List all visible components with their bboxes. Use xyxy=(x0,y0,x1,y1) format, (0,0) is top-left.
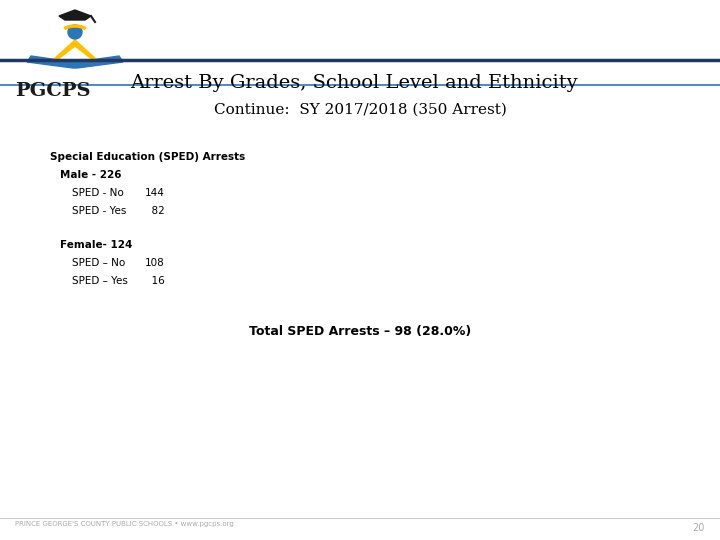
Text: Female- 124: Female- 124 xyxy=(60,240,132,250)
Text: SPED – No: SPED – No xyxy=(72,258,125,268)
Text: PRINCE GEORGE'S COUNTY PUBLIC SCHOOLS • www.pgcps.org: PRINCE GEORGE'S COUNTY PUBLIC SCHOOLS • … xyxy=(15,521,234,527)
Text: PGCPS: PGCPS xyxy=(15,82,91,100)
Text: 108: 108 xyxy=(145,258,165,268)
Polygon shape xyxy=(27,56,123,68)
Text: SPED – Yes: SPED – Yes xyxy=(72,276,128,286)
Text: Arrest By Grades, School Level and Ethnicity: Arrest By Grades, School Level and Ethni… xyxy=(130,74,577,92)
Text: 82: 82 xyxy=(145,206,165,216)
Polygon shape xyxy=(59,10,91,20)
Text: Male - 226: Male - 226 xyxy=(60,170,122,180)
Text: Special Education (SPED) Arrests: Special Education (SPED) Arrests xyxy=(50,152,246,162)
Text: 20: 20 xyxy=(693,523,705,533)
Polygon shape xyxy=(53,40,97,60)
Text: 16: 16 xyxy=(145,276,165,286)
Circle shape xyxy=(68,25,82,39)
Text: 144: 144 xyxy=(145,188,165,198)
Text: Continue:  SY 2017/2018 (350 Arrest): Continue: SY 2017/2018 (350 Arrest) xyxy=(214,103,506,117)
Text: Total SPED Arrests – 98 (28.0%): Total SPED Arrests – 98 (28.0%) xyxy=(249,325,471,338)
Text: SPED - No: SPED - No xyxy=(72,188,124,198)
Text: SPED - Yes: SPED - Yes xyxy=(72,206,127,216)
